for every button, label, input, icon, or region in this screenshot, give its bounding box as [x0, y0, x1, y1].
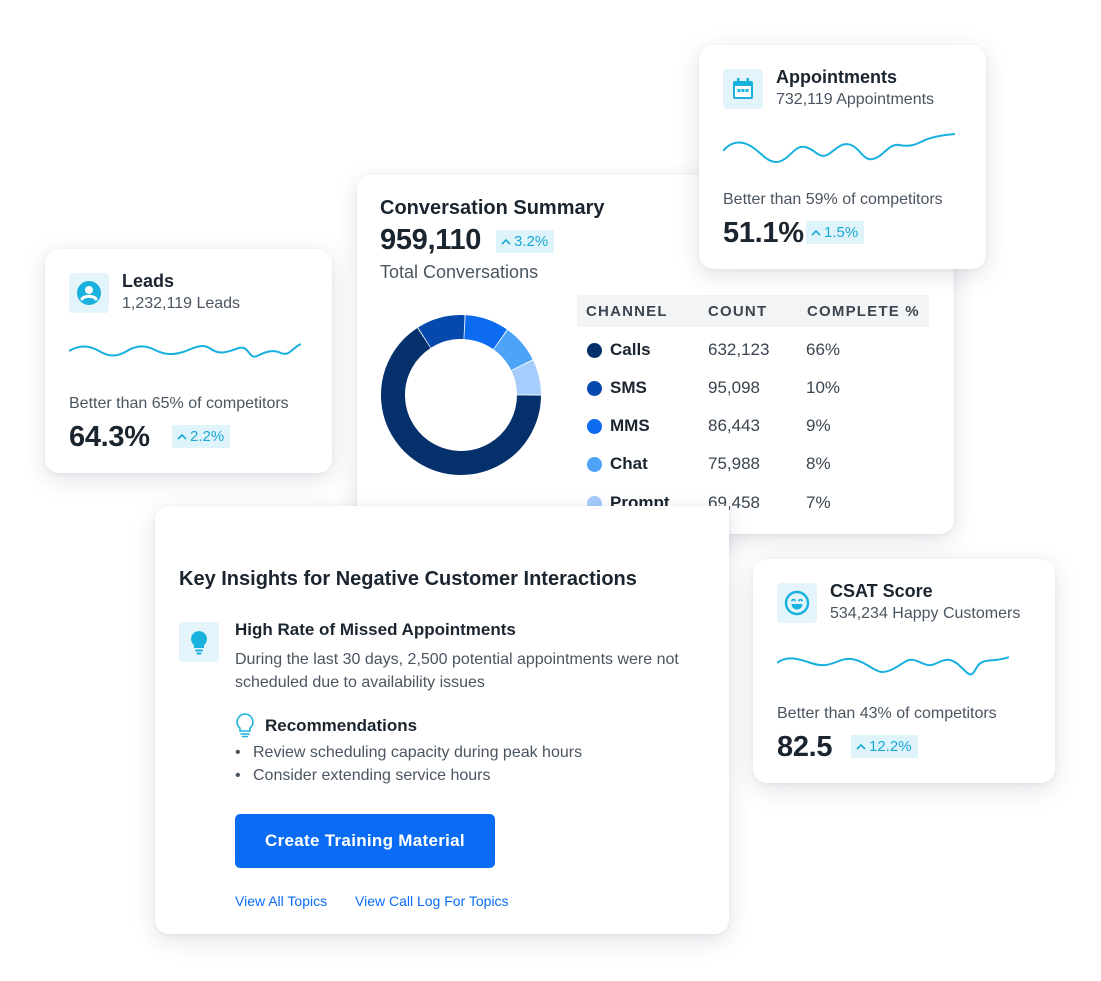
csat-subtitle: 534,234 Happy Customers [830, 605, 1021, 622]
table-row: MMS 86,443 9% [577, 414, 929, 438]
create-training-material-button[interactable]: Create Training Material [235, 814, 495, 868]
appointments-subtitle: 732,119 Appointments [776, 91, 935, 108]
appointments-value: 51.1% [723, 217, 804, 249]
conversation-title: Conversation Summary [380, 197, 605, 219]
arrow-up-icon [856, 743, 866, 750]
csat-delta-badge: 12.2% [851, 735, 918, 758]
appointments-delta-badge: 1.5% [806, 221, 865, 244]
row-complete: 8% [806, 454, 831, 473]
legend-dot [587, 457, 602, 472]
conversation-delta-badge: 3.2% [496, 230, 555, 253]
appointments-competitor-text: Better than 59% of competitors [723, 191, 943, 208]
legend-dot [587, 381, 602, 396]
row-channel: Chat [610, 454, 648, 473]
row-complete: 7% [806, 493, 831, 512]
conversation-delta: 3.2% [514, 233, 549, 250]
leads-sparkline [69, 343, 301, 358]
csat-title: CSAT Score [830, 581, 933, 601]
row-channel: MMS [610, 416, 650, 435]
channel-table-header: CHANNEL COUNT COMPLETE % [577, 295, 929, 327]
channel-donut-chart [381, 315, 541, 475]
recommendation-text: Review scheduling capacity during peak h… [253, 744, 583, 761]
lightbulb-icon [179, 622, 219, 662]
table-row: Chat 75,988 8% [577, 452, 929, 476]
lightbulb-outline-icon [236, 713, 254, 738]
user-circle-icon [69, 273, 109, 313]
row-count: 95,098 [708, 378, 760, 397]
row-complete: 10% [806, 378, 841, 397]
donut-slice-sms [418, 315, 465, 348]
header-count: COUNT [708, 303, 768, 320]
arrow-up-icon [177, 433, 187, 440]
leads-title: Leads [122, 271, 175, 291]
leads-delta-badge: 2.2% [172, 425, 231, 448]
leads-delta: 2.2% [190, 428, 225, 445]
legend-dot [587, 419, 602, 434]
table-row: Calls 632,123 66% [577, 338, 929, 362]
row-count: 86,443 [708, 416, 760, 435]
row-channel: SMS [610, 378, 647, 397]
insights-title: Key Insights for Negative Customer Inter… [179, 568, 637, 590]
csat-value: 82.5 [777, 731, 833, 763]
row-channel: Calls [610, 340, 651, 359]
leads-competitor-text: Better than 65% of competitors [69, 395, 289, 412]
csat-competitor-text: Better than 43% of competitors [777, 705, 997, 722]
insight-item-title: High Rate of Missed Appointments [235, 620, 516, 639]
table-row: SMS 95,098 10% [577, 376, 929, 400]
leads-subtitle: 1,232,119 Leads [122, 295, 241, 312]
donut-slice-calls [381, 327, 541, 475]
row-count: 632,123 [708, 340, 770, 359]
csat-sparkline [777, 656, 1009, 676]
view-call-log-link[interactable]: View Call Log For Topics [355, 893, 509, 909]
row-complete: 9% [806, 416, 831, 435]
legend-dot [587, 343, 602, 358]
row-count: 75,988 [708, 454, 760, 473]
conversation-total: 959,110 [380, 224, 482, 256]
bullet: • [235, 767, 241, 784]
leads-card: Leads 1,232,119 Leads Better than 65% of… [45, 249, 332, 473]
recommendations-title: Recommendations [265, 716, 418, 735]
insights-card: Key Insights for Negative Customer Inter… [155, 506, 729, 934]
csat-card: CSAT Score 534,234 Happy Customers Bette… [753, 559, 1055, 783]
conversation-total-label: Total Conversations [380, 262, 539, 282]
appointments-sparkline [723, 133, 955, 163]
appointments-delta: 1.5% [824, 224, 859, 241]
insight-item-description: During the last 30 days, 2,500 potential… [235, 651, 679, 691]
appointments-card: Appointments 732,119 Appointments Better… [699, 45, 986, 269]
arrow-up-icon [501, 238, 511, 245]
view-all-topics-link[interactable]: View All Topics [235, 893, 328, 909]
appointments-title: Appointments [776, 67, 897, 87]
csat-delta: 12.2% [869, 738, 912, 755]
donut-slice-mms [463, 315, 507, 350]
donut-slice-chat [493, 330, 533, 371]
bullet: • [235, 744, 241, 761]
header-complete: COMPLETE % [807, 303, 920, 320]
header-channel: CHANNEL [586, 303, 668, 320]
smiley-icon [777, 583, 817, 623]
leads-value: 64.3% [69, 421, 150, 453]
recommendation-text: Consider extending service hours [253, 767, 491, 784]
arrow-up-icon [811, 229, 821, 236]
calendar-icon [723, 69, 763, 109]
donut-slice-prompt [511, 360, 541, 396]
row-complete: 66% [806, 340, 841, 359]
